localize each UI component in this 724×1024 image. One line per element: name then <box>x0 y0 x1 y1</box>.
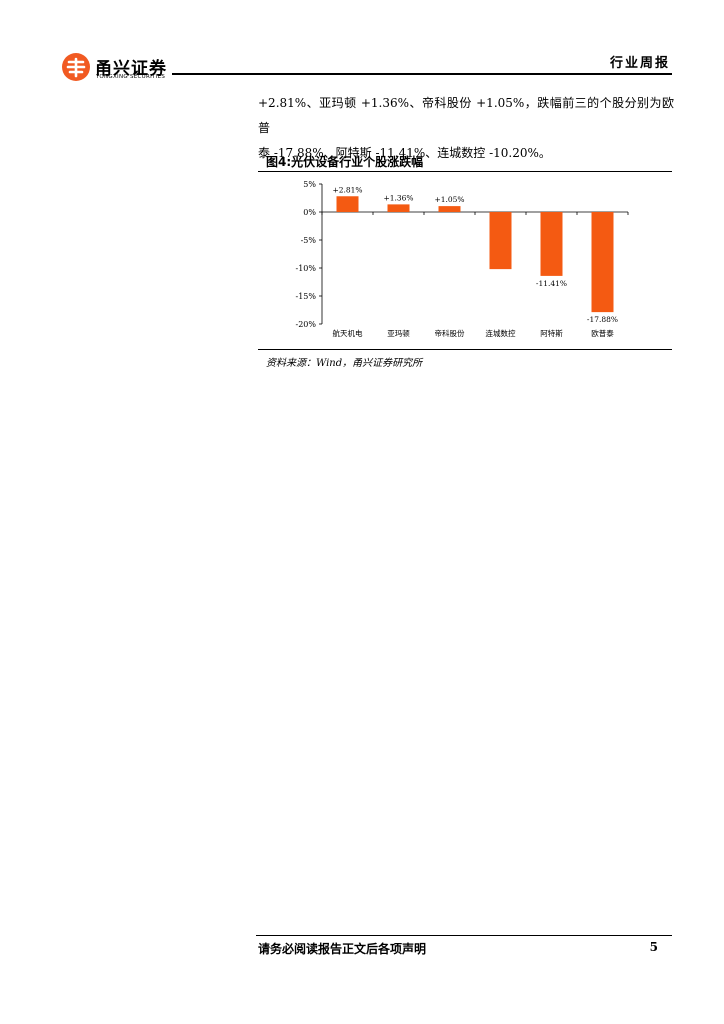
paragraph-line: 泰 -17.88%、阿特斯 -11.41%、连城数控 -10.20%。 <box>258 146 551 160</box>
logo-name: 甬兴证券 <box>95 59 167 79</box>
bar-4 <box>489 212 512 270</box>
logo-english-name: YONGXING SECURITIES <box>96 74 166 80</box>
page-number: 5 <box>649 940 658 954</box>
figure-source: 资料来源：Wind，甬兴证券研究所 <box>266 358 423 369</box>
x-category-label: 帝科股份 <box>435 328 465 338</box>
y-tick-label: -5% <box>301 236 317 245</box>
y-tick-label: 0% <box>303 208 316 217</box>
header-divider <box>172 73 672 75</box>
body-paragraph: +2.81%、亚玛顿 +1.36%、帝科股份 +1.05%，跌幅前三的个股分别为… <box>258 91 674 166</box>
figure-bottom-rule <box>258 349 672 350</box>
figure-top-rule <box>258 171 672 172</box>
x-category-label: 航天机电 <box>333 328 363 338</box>
x-category-label: 亚玛顿 <box>387 328 410 338</box>
y-tick-label: -20% <box>296 320 317 329</box>
data-label: -11.41% <box>536 279 567 288</box>
y-tick-label: -10% <box>296 264 317 273</box>
logo-mark-icon <box>62 53 90 81</box>
data-label: +1.05% <box>434 195 464 204</box>
brand-logo: 甬兴证券 YONGXING SECURITIES <box>62 53 182 83</box>
data-label: +1.36% <box>383 193 413 202</box>
y-tick-label: 5% <box>303 180 316 189</box>
y-tick-label: -15% <box>296 292 317 301</box>
x-category-label: 连城数控 <box>486 328 516 338</box>
x-category-label: 阿特斯 <box>540 328 563 338</box>
figure-title: 图4:光伏设备行业个股涨跌幅 <box>266 155 424 169</box>
report-type-title: 行业周报 <box>609 56 670 71</box>
bar-2 <box>387 204 410 212</box>
footer-disclaimer: 请务必阅读报告正文后各项声明 <box>258 942 427 956</box>
x-category-label: 欧普泰 <box>591 328 614 338</box>
bar-1 <box>336 196 359 212</box>
bar-5 <box>540 212 563 276</box>
bar-3 <box>438 206 461 212</box>
bar-chart: 5% 0% -5% -10% -15% -20% +2.81% 航天机电 +1.36% 亚玛顿 +1… <box>296 180 629 338</box>
footer-divider <box>256 935 672 936</box>
chart-plot-area: 5% 0% -5% -10% -15% -20% +2.81% 航天机电 +1.36% 亚玛顿 +1… <box>296 180 629 338</box>
data-label: +2.81% <box>332 185 362 194</box>
data-label: -17.88% <box>587 315 618 324</box>
paragraph-line: +2.81%、亚玛顿 +1.36%、帝科股份 +1.05%，跌幅前三的个股分别为… <box>258 96 674 135</box>
bar-6 <box>591 212 614 313</box>
